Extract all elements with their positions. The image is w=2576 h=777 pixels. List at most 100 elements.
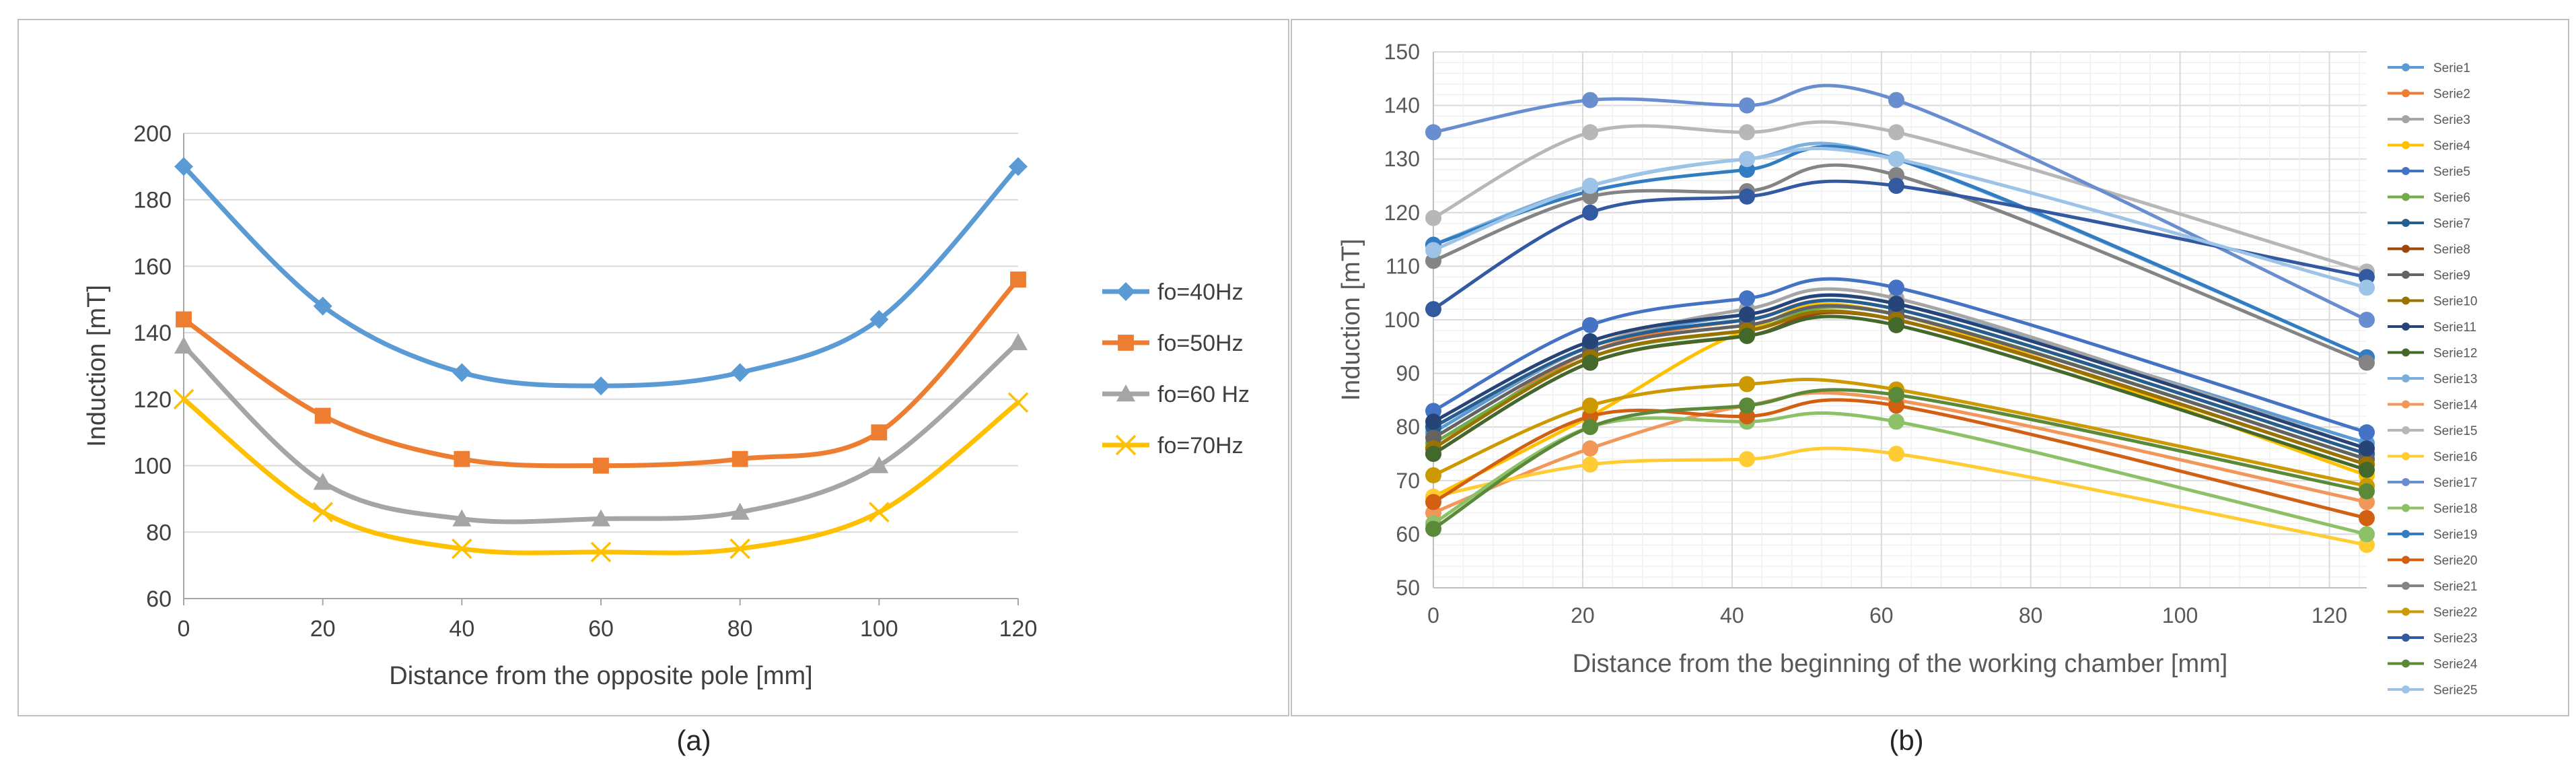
x-tick-label: 60 xyxy=(1869,603,1894,628)
series-line xyxy=(1431,398,2369,520)
legend-label: Serie21 xyxy=(2433,580,2478,594)
legend-label: Serie19 xyxy=(2433,528,2478,542)
legend-label: Serie25 xyxy=(2433,683,2478,698)
legend-entry: Serie12 xyxy=(2388,347,2478,361)
legend-entry: fo=50Hz xyxy=(1102,331,1244,356)
y-tick-label: 80 xyxy=(146,520,172,545)
series-line xyxy=(1431,83,2369,322)
legend-marker xyxy=(2402,141,2410,149)
y-tick-label: 130 xyxy=(1384,147,1420,171)
legend-label: Serie23 xyxy=(2433,632,2478,646)
legend-entry: Serie8 xyxy=(2388,243,2470,257)
legend-marker xyxy=(2402,426,2410,434)
data-point xyxy=(1425,494,1441,510)
legend-marker xyxy=(2402,607,2410,616)
legend-marker xyxy=(2402,167,2410,175)
x-tick-label: 100 xyxy=(2162,603,2198,628)
x-tick-label: 100 xyxy=(860,616,898,642)
data-point xyxy=(1739,450,1756,467)
series-line xyxy=(1431,377,2369,488)
legend-marker xyxy=(2402,323,2410,331)
data-point xyxy=(1582,456,1599,473)
legend-label: Serie4 xyxy=(2433,139,2470,154)
x-tick-label: 20 xyxy=(310,616,336,642)
data-point xyxy=(1425,413,1441,430)
legend-label: Serie15 xyxy=(2433,424,2478,438)
data-point xyxy=(1009,333,1028,351)
series-line xyxy=(1431,145,2369,360)
series-line xyxy=(181,340,1021,525)
legend-marker xyxy=(2402,478,2410,486)
data-point xyxy=(454,450,470,467)
data-point xyxy=(313,473,332,490)
data-point xyxy=(1425,520,1441,537)
y-tick-label: 70 xyxy=(1396,469,1420,493)
legend-entry: Serie11 xyxy=(2388,320,2476,335)
data-point xyxy=(1582,440,1599,457)
y-tick-label: 100 xyxy=(133,454,172,479)
data-point xyxy=(2359,461,2375,478)
legend-label: Serie5 xyxy=(2433,165,2470,179)
legend-marker xyxy=(1118,335,1134,351)
legend-marker xyxy=(2402,504,2410,512)
y-tick-label: 60 xyxy=(146,586,172,612)
data-point xyxy=(1582,92,1599,108)
legend-marker xyxy=(2402,582,2410,590)
legend-entry: fo=40Hz xyxy=(1102,279,1244,305)
data-point xyxy=(1582,333,1599,349)
x-tick-label: 0 xyxy=(178,616,190,642)
data-point xyxy=(452,363,472,382)
data-point xyxy=(313,296,332,316)
data-point xyxy=(1739,124,1756,141)
legend-label: Serie18 xyxy=(2433,502,2478,516)
data-point xyxy=(1888,296,1904,312)
legend-marker xyxy=(1116,384,1135,402)
legend-marker xyxy=(2402,115,2410,123)
legend-label: Serie24 xyxy=(2433,658,2478,672)
legend-entry: Serie7 xyxy=(2388,217,2470,231)
data-point xyxy=(869,310,889,329)
legend-label: Serie22 xyxy=(2433,606,2478,620)
legend-marker xyxy=(2402,89,2410,98)
y-tick-label: 140 xyxy=(1384,94,1420,118)
legend-label: fo=60 Hz xyxy=(1157,382,1250,407)
legend-entry: Serie24 xyxy=(2388,658,2478,672)
data-point xyxy=(1739,397,1756,414)
data-point xyxy=(869,502,890,522)
chart-b-panel: 50 60 70 80 90 100 110 120 130 140 150 0 20 40 60 80 100… xyxy=(1291,19,2569,716)
legend-entry: Serie14 xyxy=(2388,399,2478,413)
series-Serie23 xyxy=(1425,178,2375,318)
chart-b-svg: 50 60 70 80 90 100 110 120 130 140 150 0 20 40 60 80 100… xyxy=(1337,40,2478,698)
legend-entry: Serie17 xyxy=(2388,476,2478,490)
series-fo=70Hz xyxy=(173,388,1029,563)
legend-entry: Serie10 xyxy=(2388,295,2478,309)
legend-label: fo=50Hz xyxy=(1157,331,1244,356)
data-point xyxy=(2359,440,2375,457)
y-tick-label: 80 xyxy=(1396,415,1420,439)
caption-a: (a) xyxy=(676,724,711,756)
data-point xyxy=(1582,178,1599,194)
data-point xyxy=(590,541,612,563)
x-axis-title: Distance from the beginning of the worki… xyxy=(1573,650,2228,678)
data-point xyxy=(1007,392,1029,413)
data-point xyxy=(1582,354,1599,371)
x-tick-label: 40 xyxy=(449,616,474,642)
series-Serie24 xyxy=(1425,386,2375,537)
legend-label: Serie3 xyxy=(2433,113,2470,127)
legend-marker xyxy=(1116,282,1135,301)
data-point xyxy=(730,363,750,382)
legend-entry: Serie5 xyxy=(2388,165,2470,179)
data-point xyxy=(314,407,331,424)
data-point xyxy=(1888,279,1904,296)
data-point xyxy=(176,311,192,328)
x-tick-label: 120 xyxy=(999,616,1038,642)
legend-marker xyxy=(2402,530,2410,538)
series-line xyxy=(1431,314,2369,472)
series-line xyxy=(1431,179,2369,311)
data-point xyxy=(1425,124,1441,141)
legend-entry: Serie13 xyxy=(2388,372,2478,386)
legend-entry: Serie18 xyxy=(2388,502,2478,516)
data-point xyxy=(871,424,888,441)
data-point xyxy=(1425,467,1441,483)
x-tick-label: 20 xyxy=(1571,603,1595,628)
